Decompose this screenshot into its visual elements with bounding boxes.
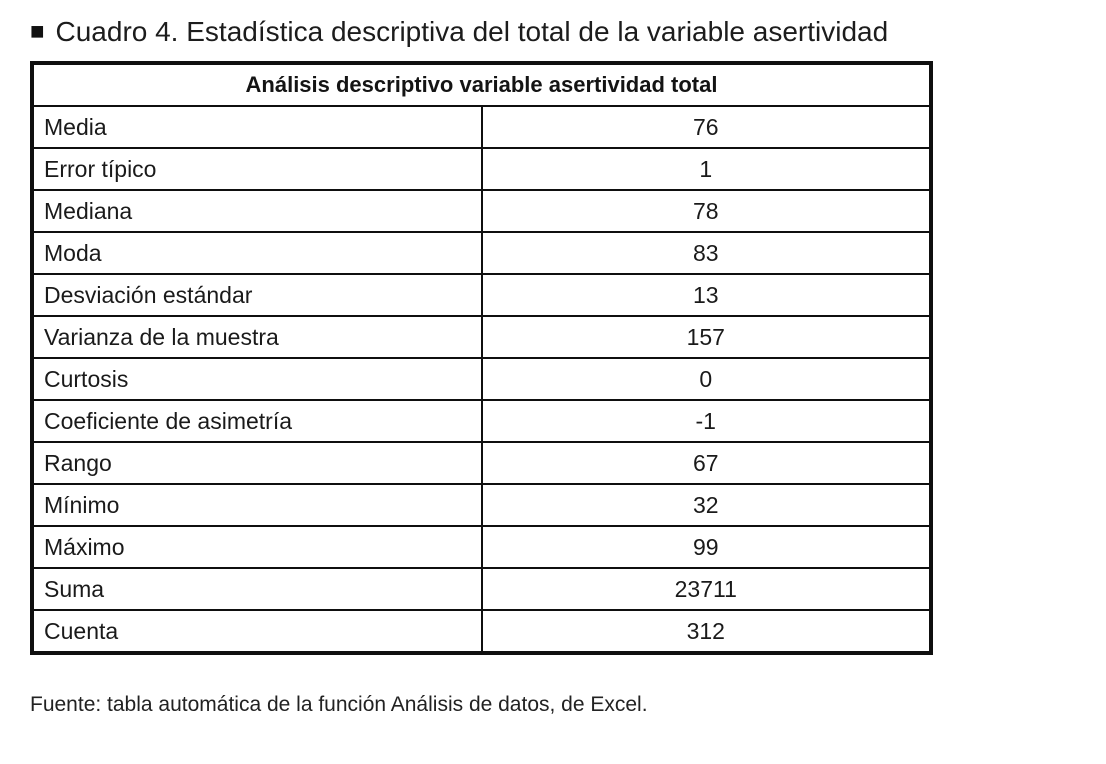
table-caption-text: Cuadro 4. Estadística descriptiva del to… xyxy=(55,16,889,47)
stat-value: 99 xyxy=(480,525,932,569)
stat-value: 83 xyxy=(480,231,932,275)
stat-label: Varianza de la muestra xyxy=(31,315,483,359)
document-page: ■ Cuadro 4. Estadística descriptiva del … xyxy=(30,16,1106,716)
stat-value: 23711 xyxy=(480,567,932,611)
table-row: Varianza de la muestra 157 xyxy=(31,315,932,359)
stat-label: Desviación estándar xyxy=(31,273,483,317)
stat-value: 78 xyxy=(480,189,932,233)
stat-label: Mínimo xyxy=(31,483,483,527)
table-header-row: Análisis descriptivo variable asertivida… xyxy=(31,62,932,107)
table-caption: ■ Cuadro 4. Estadística descriptiva del … xyxy=(30,16,1106,48)
table-head: Análisis descriptivo variable asertivida… xyxy=(31,62,932,107)
source-note: Fuente: tabla automática de la función A… xyxy=(30,693,648,716)
table-row: Mínimo 32 xyxy=(31,483,932,527)
stat-label: Rango xyxy=(31,441,483,485)
stat-value: 0 xyxy=(480,357,932,401)
stat-value: 1 xyxy=(480,147,932,191)
stat-value: 13 xyxy=(480,273,932,317)
stat-value: 76 xyxy=(480,105,932,149)
descriptive-statistics-table: Análisis descriptivo variable asertivida… xyxy=(30,61,933,655)
table-row: Desviación estándar 13 xyxy=(31,273,932,317)
stat-label: Cuenta xyxy=(31,609,483,654)
square-bullet-icon: ■ xyxy=(30,18,45,45)
table-row: Error típico 1 xyxy=(31,147,932,191)
stat-label: Media xyxy=(31,105,483,149)
stat-label: Moda xyxy=(31,231,483,275)
stat-value: 32 xyxy=(480,483,932,527)
stat-value: 312 xyxy=(480,609,932,654)
stat-label: Máximo xyxy=(31,525,483,569)
table-body: Media 76 Error típico 1 Mediana 78 Moda … xyxy=(31,105,932,654)
stat-label: Suma xyxy=(31,567,483,611)
table-row: Coeficiente de asimetría -1 xyxy=(31,399,932,443)
table-row: Media 76 xyxy=(31,105,932,149)
table-row: Máximo 99 xyxy=(31,525,932,569)
stat-value: -1 xyxy=(480,399,932,443)
table-row: Suma 23711 xyxy=(31,567,932,611)
stat-label: Curtosis xyxy=(31,357,483,401)
table-row: Cuenta 312 xyxy=(31,609,932,654)
table-row: Rango 67 xyxy=(31,441,932,485)
stat-value: 67 xyxy=(480,441,932,485)
stat-value: 157 xyxy=(480,315,932,359)
table-row: Curtosis 0 xyxy=(31,357,932,401)
stat-label: Mediana xyxy=(31,189,483,233)
table-row: Moda 83 xyxy=(31,231,932,275)
stat-label: Coeficiente de asimetría xyxy=(31,399,483,443)
table-row: Mediana 78 xyxy=(31,189,932,233)
table-header-cell: Análisis descriptivo variable asertivida… xyxy=(31,62,932,107)
stat-label: Error típico xyxy=(31,147,483,191)
